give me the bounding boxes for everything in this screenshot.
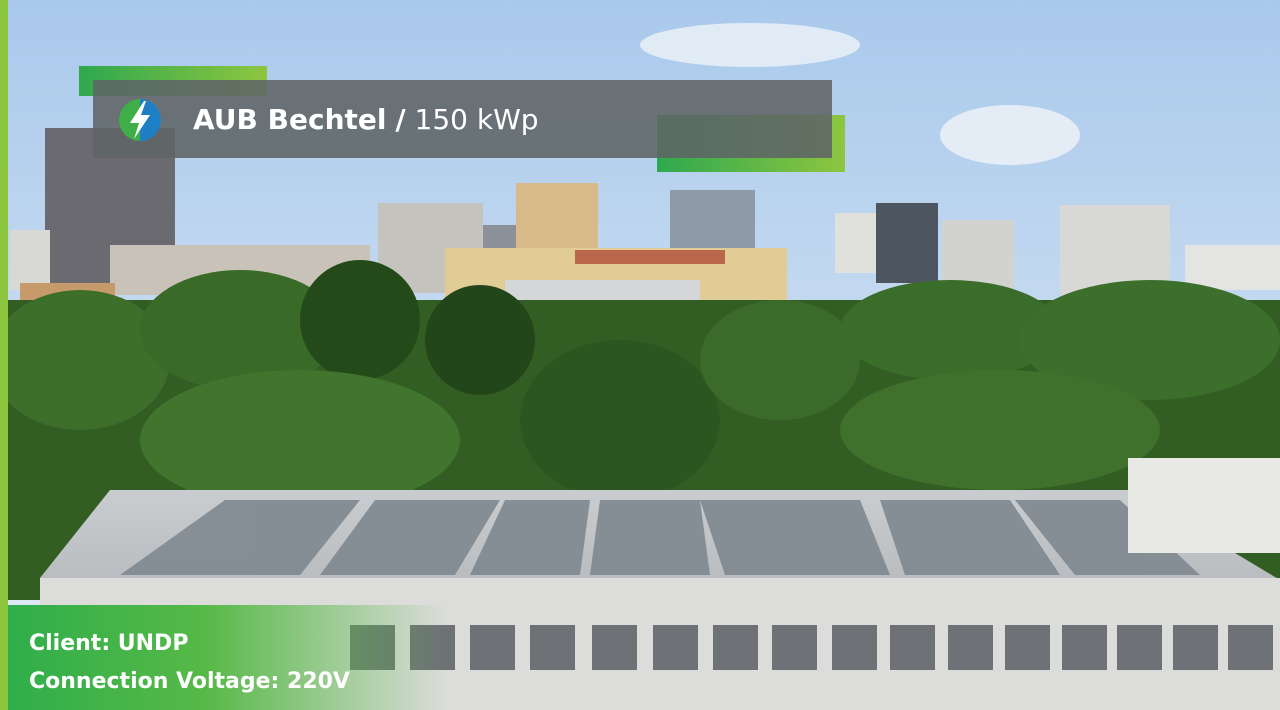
roof-structure — [1128, 458, 1280, 553]
title-bar: AUB Bechtel / 150 kWp — [93, 80, 832, 158]
voltage: Connection Voltage: 220V — [29, 669, 350, 694]
separator: / — [395, 103, 405, 136]
windows — [350, 625, 1273, 670]
slide: {"header": {"title": "AUB Bechtel", "sep… — [0, 0, 1280, 710]
side-stripe — [0, 0, 8, 710]
info-box: Client: UNDP Connection Voltage: 220V — [8, 605, 448, 710]
client: Client: UNDP — [29, 631, 188, 656]
capacity: 150 kWp — [415, 103, 539, 136]
logo — [118, 97, 162, 143]
project-name: AUB Bechtel — [193, 103, 386, 136]
title: AUB Bechtel / 150 kWp — [193, 103, 539, 136]
